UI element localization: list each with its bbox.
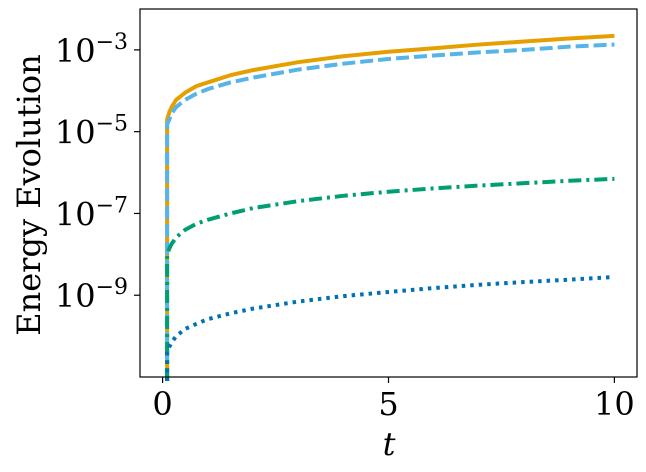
y-tick-label: 10−5: [55, 112, 128, 152]
x-tick-label: 10: [594, 385, 635, 423]
series-line-1: [165, 33, 615, 381]
y-tick-base: 10: [55, 195, 96, 233]
series-line-2: [165, 42, 615, 381]
series-layer: [165, 33, 615, 381]
y-tick-label: 10−9: [55, 275, 128, 315]
x-tick-label: 5: [378, 385, 398, 423]
y-axis-ticks: 10−310−510−710−9: [55, 30, 140, 315]
y-axis-label: Energy Evolution: [10, 54, 48, 335]
y-tick-exponent: −5: [96, 112, 128, 137]
y-tick-label: 10−3: [55, 30, 128, 70]
series-line-4: [165, 274, 615, 381]
y-tick-base: 10: [55, 32, 96, 70]
y-tick-exponent: −7: [96, 193, 128, 218]
y-tick-label: 10−7: [55, 193, 128, 233]
series-line-3: [165, 176, 615, 381]
y-tick-base: 10: [55, 277, 96, 315]
y-tick-base: 10: [55, 114, 96, 152]
y-tick-exponent: −3: [96, 30, 128, 55]
y-tick-exponent: −9: [96, 275, 128, 300]
x-tick-label: 0: [152, 385, 172, 423]
x-axis-label: t: [383, 425, 396, 463]
x-axis-ticks: 0 5 10: [152, 377, 635, 423]
